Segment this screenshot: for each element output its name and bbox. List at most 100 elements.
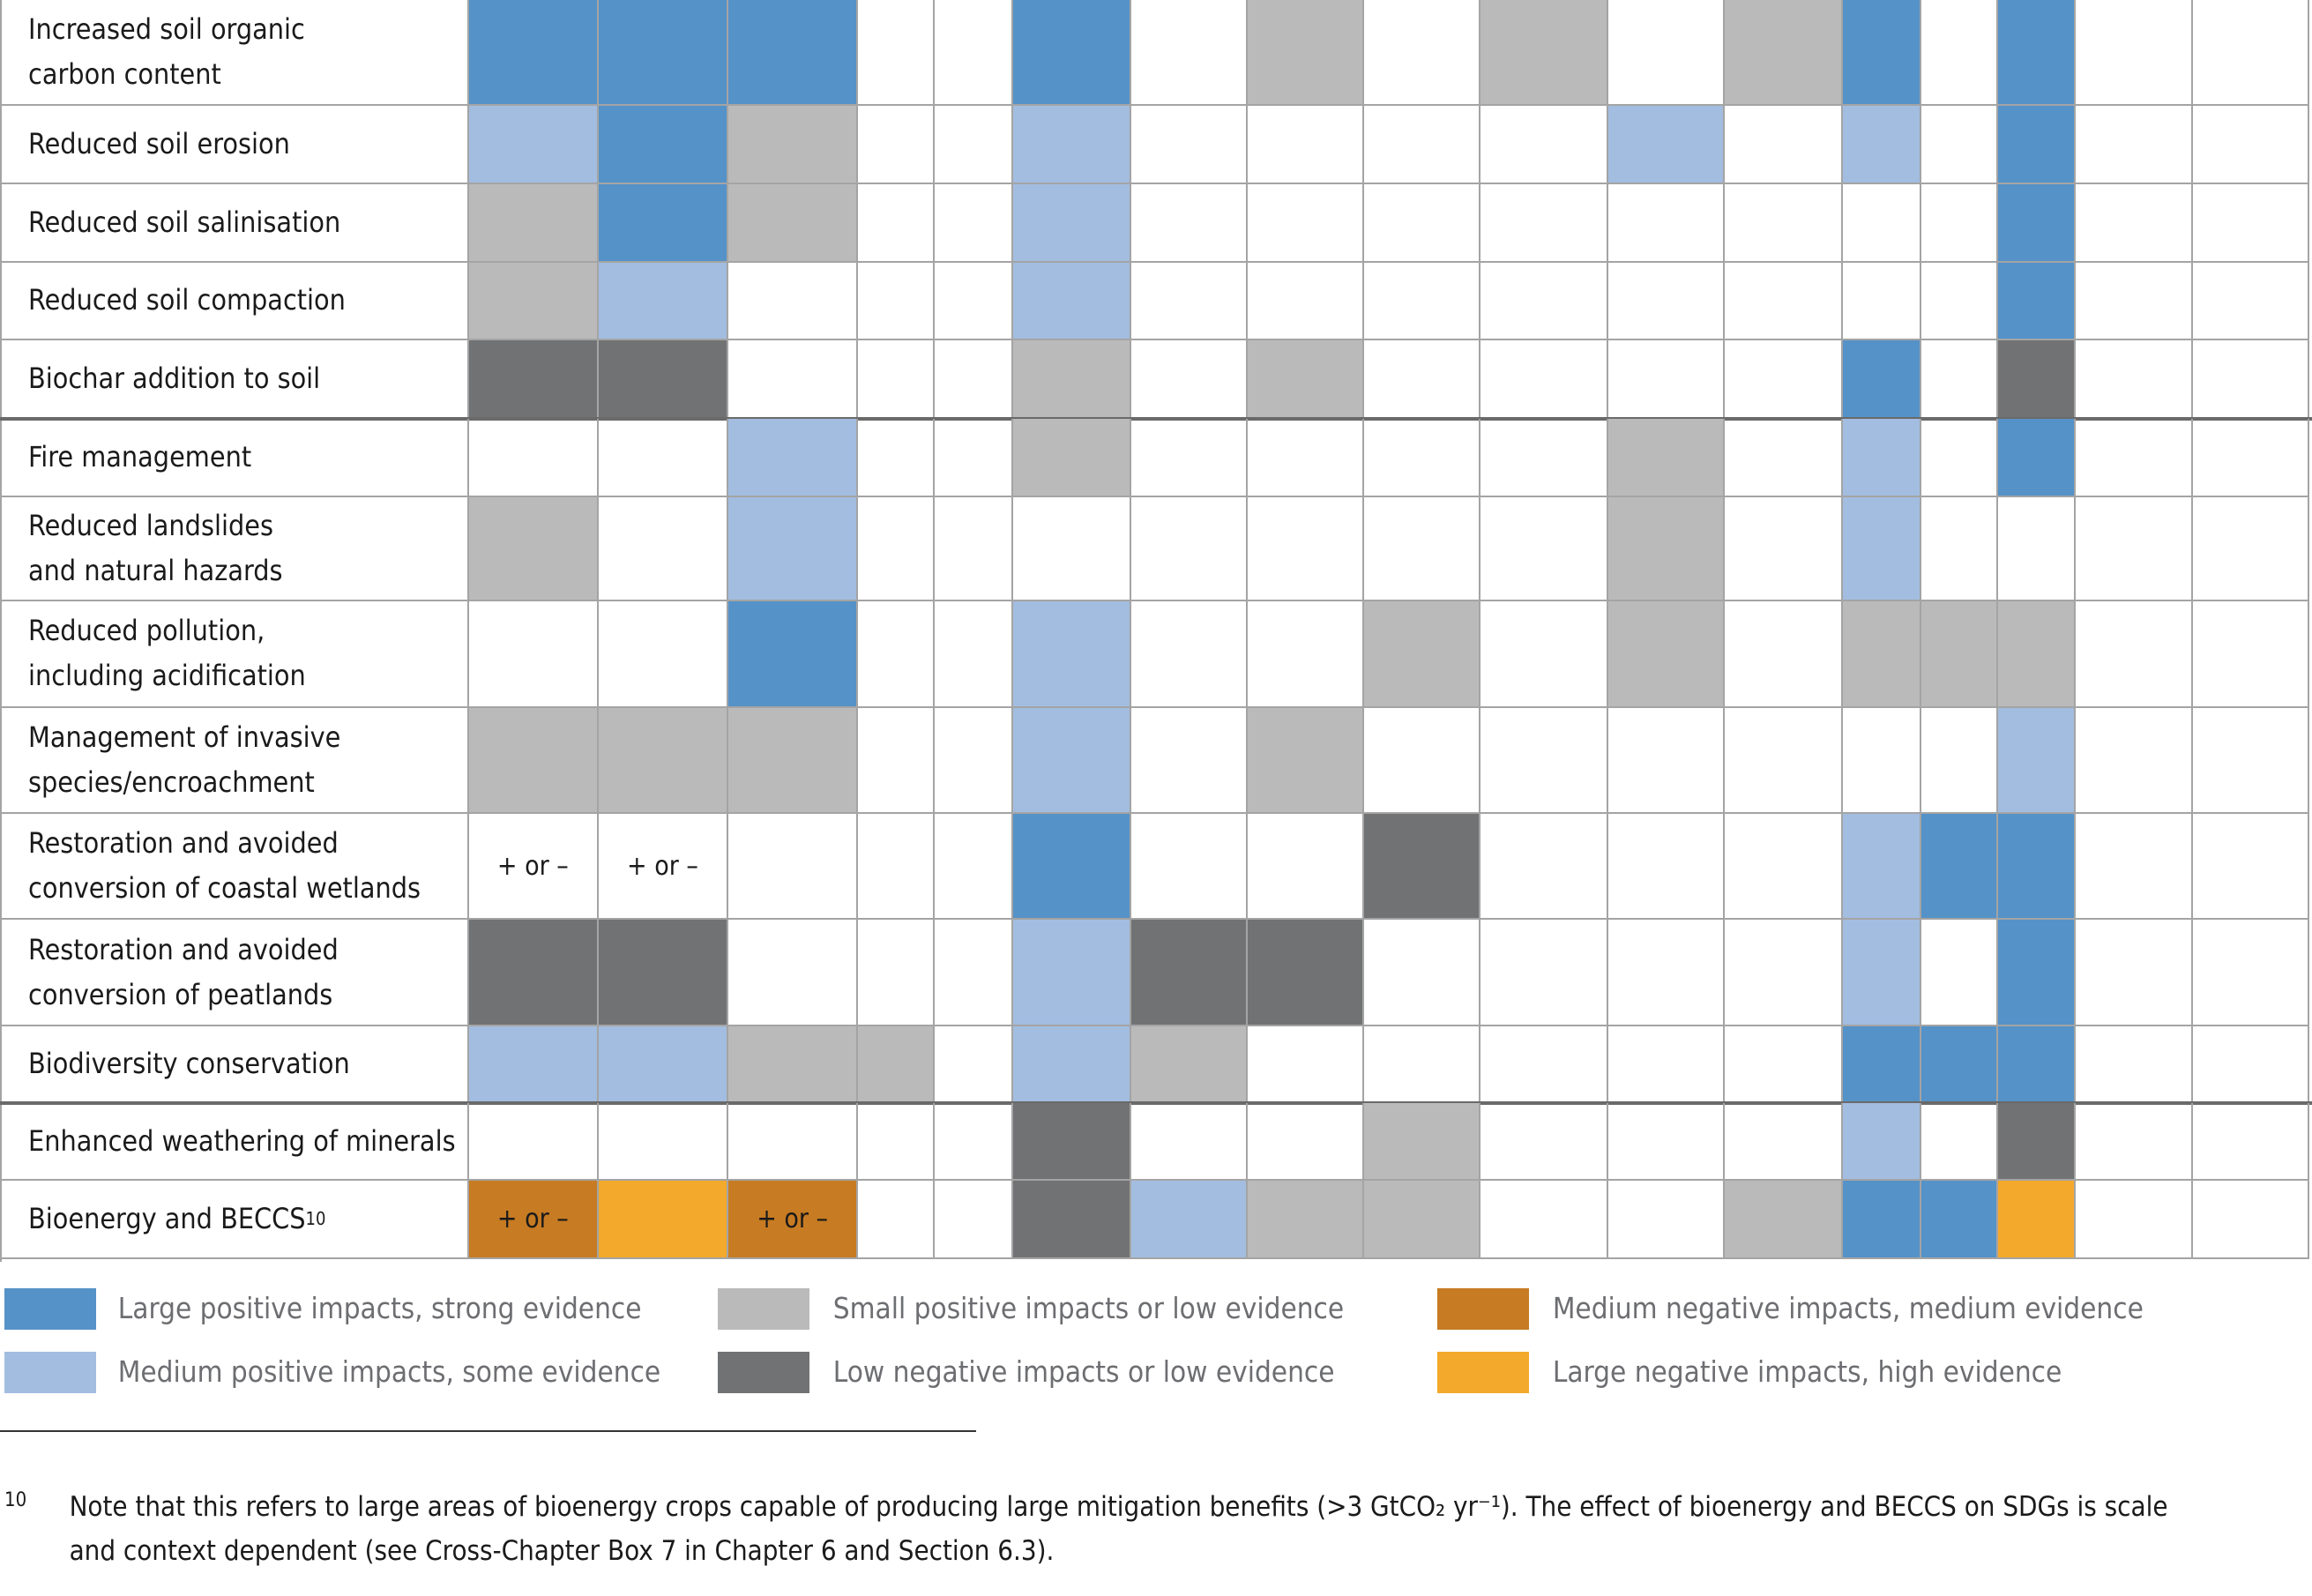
impact-cell: [1843, 1025, 1921, 1103]
impact-cell: [1608, 106, 1726, 185]
impact-cell: [1608, 0, 1726, 107]
impact-cell: [1480, 184, 1609, 263]
impact-cell: [1012, 262, 1131, 341]
impact-cell: [1012, 601, 1131, 708]
group-separator: [0, 1101, 2312, 1106]
impact-cell: [1843, 707, 1921, 815]
impact-cell: [1363, 601, 1480, 708]
impact-cell: [935, 496, 1013, 602]
impact-cell: [1130, 0, 1248, 107]
impact-cell: [1130, 184, 1248, 263]
impact-cell: [468, 1102, 599, 1182]
row-label-text: Fire management: [28, 439, 252, 474]
impact-cell: [1247, 0, 1364, 107]
row-label: Restoration and avoided conversion of pe…: [0, 920, 469, 1026]
impact-cell: [1997, 920, 2077, 1026]
impact-cell: [1480, 1181, 1609, 1260]
legend-text: Large positive impacts, strong evidence: [117, 1291, 642, 1326]
impact-cell: [2076, 496, 2193, 602]
impact-cell: [2192, 707, 2309, 815]
impact-cell: [1130, 496, 1248, 602]
impact-cell: [1997, 814, 2077, 921]
impact-cell: [1363, 1025, 1480, 1103]
impact-cell: [1247, 920, 1364, 1026]
row-label-text: Bioenergy and BECCS: [28, 1202, 306, 1236]
legend-text: Small positive impacts or low evidence: [832, 1291, 1345, 1326]
legend-text: Medium negative impacts, medium evidence: [1552, 1291, 2144, 1326]
impact-cell: [2076, 106, 2193, 185]
impact-cell: [468, 106, 599, 185]
impact-cell: [598, 184, 729, 263]
impact-cell: [1843, 920, 1921, 1026]
legend-label: Large negative impacts, high evidence: [1553, 1347, 2062, 1398]
impact-cell: [2076, 920, 2193, 1026]
impact-cell: [1725, 262, 1844, 341]
impact-cell: [728, 0, 859, 107]
impact-cell: [935, 184, 1013, 263]
impact-cell: [1130, 262, 1248, 341]
cell-text: + or –: [496, 850, 569, 882]
legend-text: Large negative impacts, high evidence: [1552, 1354, 2062, 1390]
impact-table: [0, 0, 2, 1263]
impact-cell: [468, 262, 599, 341]
impact-cell: [858, 920, 936, 1026]
impact-cell: [1608, 418, 1726, 497]
impact-cell: [2192, 814, 2309, 921]
impact-cell: [1012, 1181, 1131, 1260]
impact-cell: [1480, 496, 1609, 602]
row-label: Reduced soil erosion: [0, 106, 469, 185]
impact-cell: [1247, 1102, 1364, 1182]
cell-text: + or –: [757, 1204, 829, 1235]
impact-cell: [1997, 340, 2077, 419]
impact-cell: [1012, 184, 1131, 263]
row-label-text: Reduced soil compaction: [28, 283, 346, 317]
impact-cell: [1920, 262, 1998, 341]
impact-cell: [2076, 814, 2193, 921]
impact-cell: [1247, 418, 1364, 497]
row-label: Biodiversity conservation: [0, 1025, 469, 1103]
impact-cell: [2192, 262, 2309, 341]
impact-cell: [1363, 340, 1480, 419]
row-label-text: Reduced pollution, including acidificati…: [28, 614, 306, 693]
impact-cell: [728, 262, 859, 341]
impact-cell: [1608, 1102, 1726, 1182]
impact-cell: [1480, 106, 1609, 185]
impact-cell: [1608, 1181, 1726, 1260]
impact-cell: [935, 601, 1013, 708]
cell-text: + or –: [627, 850, 698, 882]
impact-cell: [1480, 601, 1609, 708]
impact-cell: [935, 106, 1013, 185]
impact-cell: [2192, 496, 2309, 602]
legend-label: Low negative impacts or low evidence: [833, 1347, 1335, 1398]
impact-cell: [1012, 814, 1131, 921]
impact-cell: [1843, 106, 1921, 185]
impact-cell: [2192, 184, 2309, 263]
impact-cell: [1997, 262, 2077, 341]
impact-cell: [728, 184, 859, 263]
impact-cell: [1920, 601, 1998, 708]
impact-cell: [468, 184, 599, 263]
cell-text: + or –: [496, 1204, 569, 1235]
impact-cell: [2192, 1181, 2309, 1260]
row-label: Reduced pollution, including acidificati…: [0, 601, 469, 708]
impact-cell: [1920, 920, 1998, 1026]
impact-cell: [1997, 0, 2077, 107]
row-label: Reduced landslides and natural hazards: [0, 496, 469, 602]
impact-cell: [1608, 262, 1726, 341]
impact-cell: [468, 340, 599, 419]
legend-label: Large positive impacts, strong evidence: [118, 1284, 642, 1334]
impact-cell: [598, 106, 729, 185]
impact-cell: [1920, 1181, 1998, 1260]
impact-cell: [935, 262, 1013, 341]
footnote-body: Note that this refers to large areas of …: [69, 1490, 2168, 1567]
impact-cell: [1725, 1025, 1844, 1103]
impact-cell: + or –: [468, 1181, 599, 1260]
impact-cell: [858, 106, 936, 185]
legend-swatch: [1437, 1352, 1530, 1394]
impact-cell: [858, 1102, 936, 1182]
impact-cell: [858, 707, 936, 815]
impact-cell: [935, 1181, 1013, 1260]
impact-cell: [1363, 184, 1480, 263]
impact-cell: [1012, 1102, 1131, 1182]
